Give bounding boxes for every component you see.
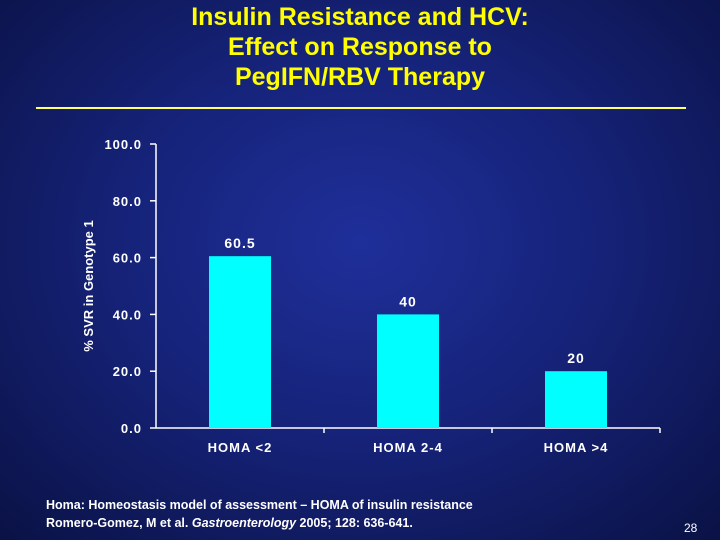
x-tick-label: HOMA 2-4 bbox=[373, 440, 443, 455]
title-line-3: PegIFN/RBV Therapy bbox=[234, 63, 486, 91]
slide-title: Insulin Resistance and HCV: Effect on Re… bbox=[0, 2, 720, 92]
y-tick-label: 100.0 bbox=[104, 137, 142, 152]
citation-details: 2005; 128: 636-641. bbox=[296, 516, 413, 530]
footnote-line-2: Romero-Gomez, M et al. Gastroenterology … bbox=[46, 514, 606, 532]
bar bbox=[545, 371, 607, 428]
page-number: 28 bbox=[684, 521, 698, 535]
citation-journal: Gastroenterology bbox=[191, 516, 297, 530]
bar bbox=[209, 256, 271, 428]
y-axis-title: % SVR in Genotype 1 bbox=[81, 220, 96, 351]
footnote: Homa: Homeostasis model of assessment – … bbox=[46, 496, 606, 532]
title-line-2: Effect on Response to bbox=[228, 33, 492, 61]
bar-value-label: 20 bbox=[567, 350, 585, 366]
y-tick-label: 40.0 bbox=[113, 307, 142, 322]
x-tick-label: HOMA >4 bbox=[544, 440, 609, 455]
y-tick-label: 60.0 bbox=[113, 251, 142, 266]
title-line-1: Insulin Resistance and HCV: bbox=[191, 3, 529, 31]
title-underline bbox=[36, 107, 686, 109]
citation-authors: Romero-Gomez, M et al. bbox=[46, 516, 192, 530]
y-tick-label: 20.0 bbox=[113, 364, 142, 379]
y-tick-label: 80.0 bbox=[113, 194, 142, 209]
footnote-line-1: Homa: Homeostasis model of assessment – … bbox=[46, 498, 473, 512]
y-tick-label: 0.0 bbox=[121, 421, 142, 436]
x-tick-label: HOMA <2 bbox=[208, 440, 273, 455]
bar-value-label: 40 bbox=[399, 293, 417, 309]
bar-value-label: 60.5 bbox=[224, 235, 255, 251]
bar bbox=[377, 314, 439, 428]
